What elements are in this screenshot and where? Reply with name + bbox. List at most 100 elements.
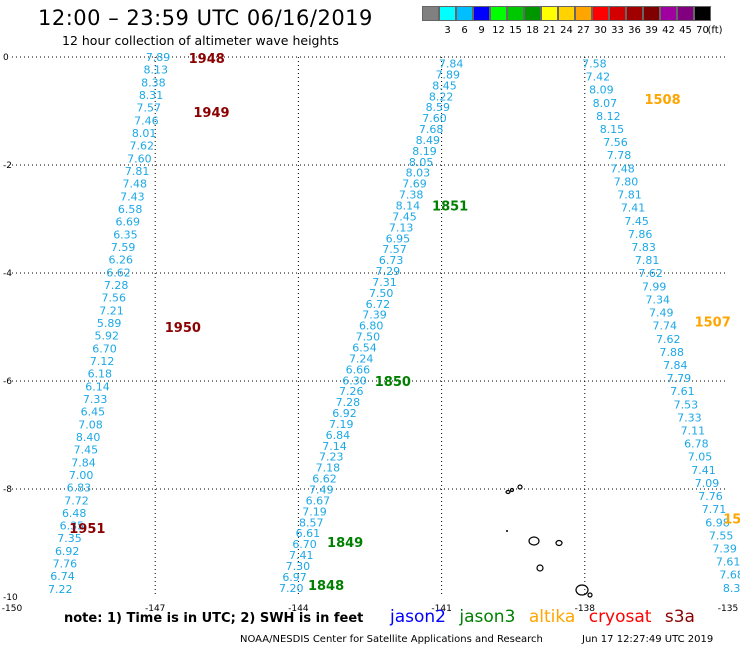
wave-height-value: 7.86 <box>628 228 653 241</box>
wave-height-value: 7.39 <box>712 542 737 555</box>
wave-height-value: 6.73 <box>379 254 404 267</box>
wave-height-value: 7.39 <box>362 309 387 322</box>
wave-height-value: 8.49 <box>416 134 441 147</box>
wave-height-value: 6.61 <box>296 527 321 540</box>
wave-height-value: 8.13 <box>143 64 168 77</box>
legend-swatch <box>473 6 490 21</box>
wave-height-value: 8.34 <box>723 582 740 595</box>
legend-tick-label: 21 <box>543 25 556 36</box>
wave-height-value: 7.55 <box>709 529 734 542</box>
wave-height-value: 7.74 <box>653 320 678 333</box>
wave-height-value: 6.14 <box>85 380 110 393</box>
wave-height-value: 6.72 <box>366 298 391 311</box>
wave-height-value: 7.49 <box>309 484 334 497</box>
satellite-jason2-label: jason2 <box>390 607 446 627</box>
lat-tick-label: -2 <box>3 161 12 171</box>
wave-height-value: 7.68 <box>419 123 444 136</box>
wave-height-value: 7.56 <box>603 136 628 149</box>
satellite-cryosat-label: cryosat <box>588 607 652 627</box>
legend-unit-label: (ft) <box>707 25 723 36</box>
legend-tick-label: 15 <box>509 25 522 36</box>
wave-height-value: 8.07 <box>593 97 618 110</box>
wave-height-value: 7.89 <box>146 51 171 64</box>
lon-tick-label: -135 <box>718 604 738 614</box>
legend-tick-label: 24 <box>560 25 573 36</box>
wave-height-value: 7.41 <box>691 464 716 477</box>
satellite-legend: jason2 jason3 altika cryosat s3a <box>390 607 695 627</box>
wave-height-value: 6.84 <box>326 429 351 442</box>
wave-height-value: 6.92 <box>55 545 80 558</box>
legend-swatch <box>626 6 643 21</box>
pass-time-label: 1849 <box>327 536 363 551</box>
wave-height-value: 6.35 <box>60 520 85 533</box>
wave-height-value: 7.08 <box>78 418 103 431</box>
legend-tick-label: 9 <box>478 25 485 36</box>
legend-swatch <box>575 6 592 21</box>
wave-height-value: 5.89 <box>97 317 122 330</box>
wave-height-value: 7.58 <box>582 57 607 70</box>
legend-swatch <box>439 6 456 21</box>
island-outline <box>509 487 515 493</box>
wave-height-value: 7.38 <box>399 189 424 202</box>
wave-height-value: 6.48 <box>62 507 87 520</box>
wave-height-value: 7.29 <box>376 265 401 278</box>
wave-height-value: 7.42 <box>586 71 611 84</box>
legend-tick-label: 39 <box>645 25 658 36</box>
pass-time-label: 1949 <box>193 106 229 121</box>
legend-swatch <box>677 6 694 21</box>
legend-tick-label: 70 <box>696 25 709 36</box>
legend-tick-label: 36 <box>628 25 641 36</box>
wave-height-value: 7.53 <box>674 398 699 411</box>
satellite-altika-label: altika <box>528 607 576 627</box>
pass-time-label: 1850 <box>375 375 411 390</box>
wave-height-value: 7.09 <box>695 477 720 490</box>
wave-height-value: 5.92 <box>95 330 120 343</box>
wave-height-value: 7.84 <box>663 359 688 372</box>
wave-height-value: 7.20 <box>279 582 304 595</box>
wave-height-value: 7.62 <box>656 333 681 346</box>
wave-height-value: 6.78 <box>684 438 709 451</box>
wave-height-value: 7.28 <box>336 396 361 409</box>
wave-height-value: 7.18 <box>316 462 341 475</box>
legend-tick-label: 42 <box>662 25 675 36</box>
wave-height-value: 7.81 <box>125 165 150 178</box>
pass-time-label: 1848 <box>308 579 344 594</box>
wave-height-value: 6.18 <box>88 368 113 381</box>
wave-height-value: 6.80 <box>359 320 384 333</box>
wave-height-value: 7.33 <box>677 411 702 424</box>
legend-tick-label: 3 <box>444 25 451 36</box>
wave-height-value: 7.62 <box>638 267 663 280</box>
wave-height-value: 7.71 <box>702 503 727 516</box>
wave-height-value: 8.40 <box>76 431 101 444</box>
pass-time-label: 1948 <box>189 52 225 67</box>
wave-height-value: 7.35 <box>57 532 82 545</box>
wave-height-value: 6.70 <box>292 538 317 551</box>
wave-height-value: 6.45 <box>81 406 106 419</box>
wave-height-value: 7.49 <box>649 307 674 320</box>
wave-height-value: 7.56 <box>102 292 127 305</box>
wave-height-value: 7.31 <box>372 276 397 289</box>
pass-time-label: 1851 <box>432 200 468 215</box>
wave-height-value: 6.70 <box>92 342 117 355</box>
wave-height-value: 7.41 <box>621 202 646 215</box>
wave-height-value: 7.78 <box>607 149 632 162</box>
wave-height-value: 7.46 <box>134 114 159 127</box>
lat-tick-label: -6 <box>3 377 12 387</box>
legend-swatch <box>422 6 439 21</box>
wave-height-value: 7.83 <box>631 241 656 254</box>
lon-tick-label: -141 <box>431 604 451 614</box>
satellite-s3a-label: s3a <box>664 607 695 627</box>
wave-height-value: 7.19 <box>302 505 327 518</box>
footer-note: note: 1) Time is in UTC; 2) SWH is in fe… <box>64 611 364 626</box>
wave-height-value: 7.72 <box>64 494 89 507</box>
legend-tick-label: 27 <box>577 25 590 36</box>
legend-tick-label: 6 <box>461 25 468 36</box>
wave-height-value: 7.33 <box>83 393 108 406</box>
legend-swatch <box>558 6 575 21</box>
lon-tick-label: -138 <box>575 604 596 614</box>
wave-height-value: 6.74 <box>50 570 75 583</box>
pass-time-label: 1507 <box>695 316 731 331</box>
wave-height-value: 6.69 <box>116 216 141 229</box>
wave-height-value: 7.50 <box>369 287 394 300</box>
